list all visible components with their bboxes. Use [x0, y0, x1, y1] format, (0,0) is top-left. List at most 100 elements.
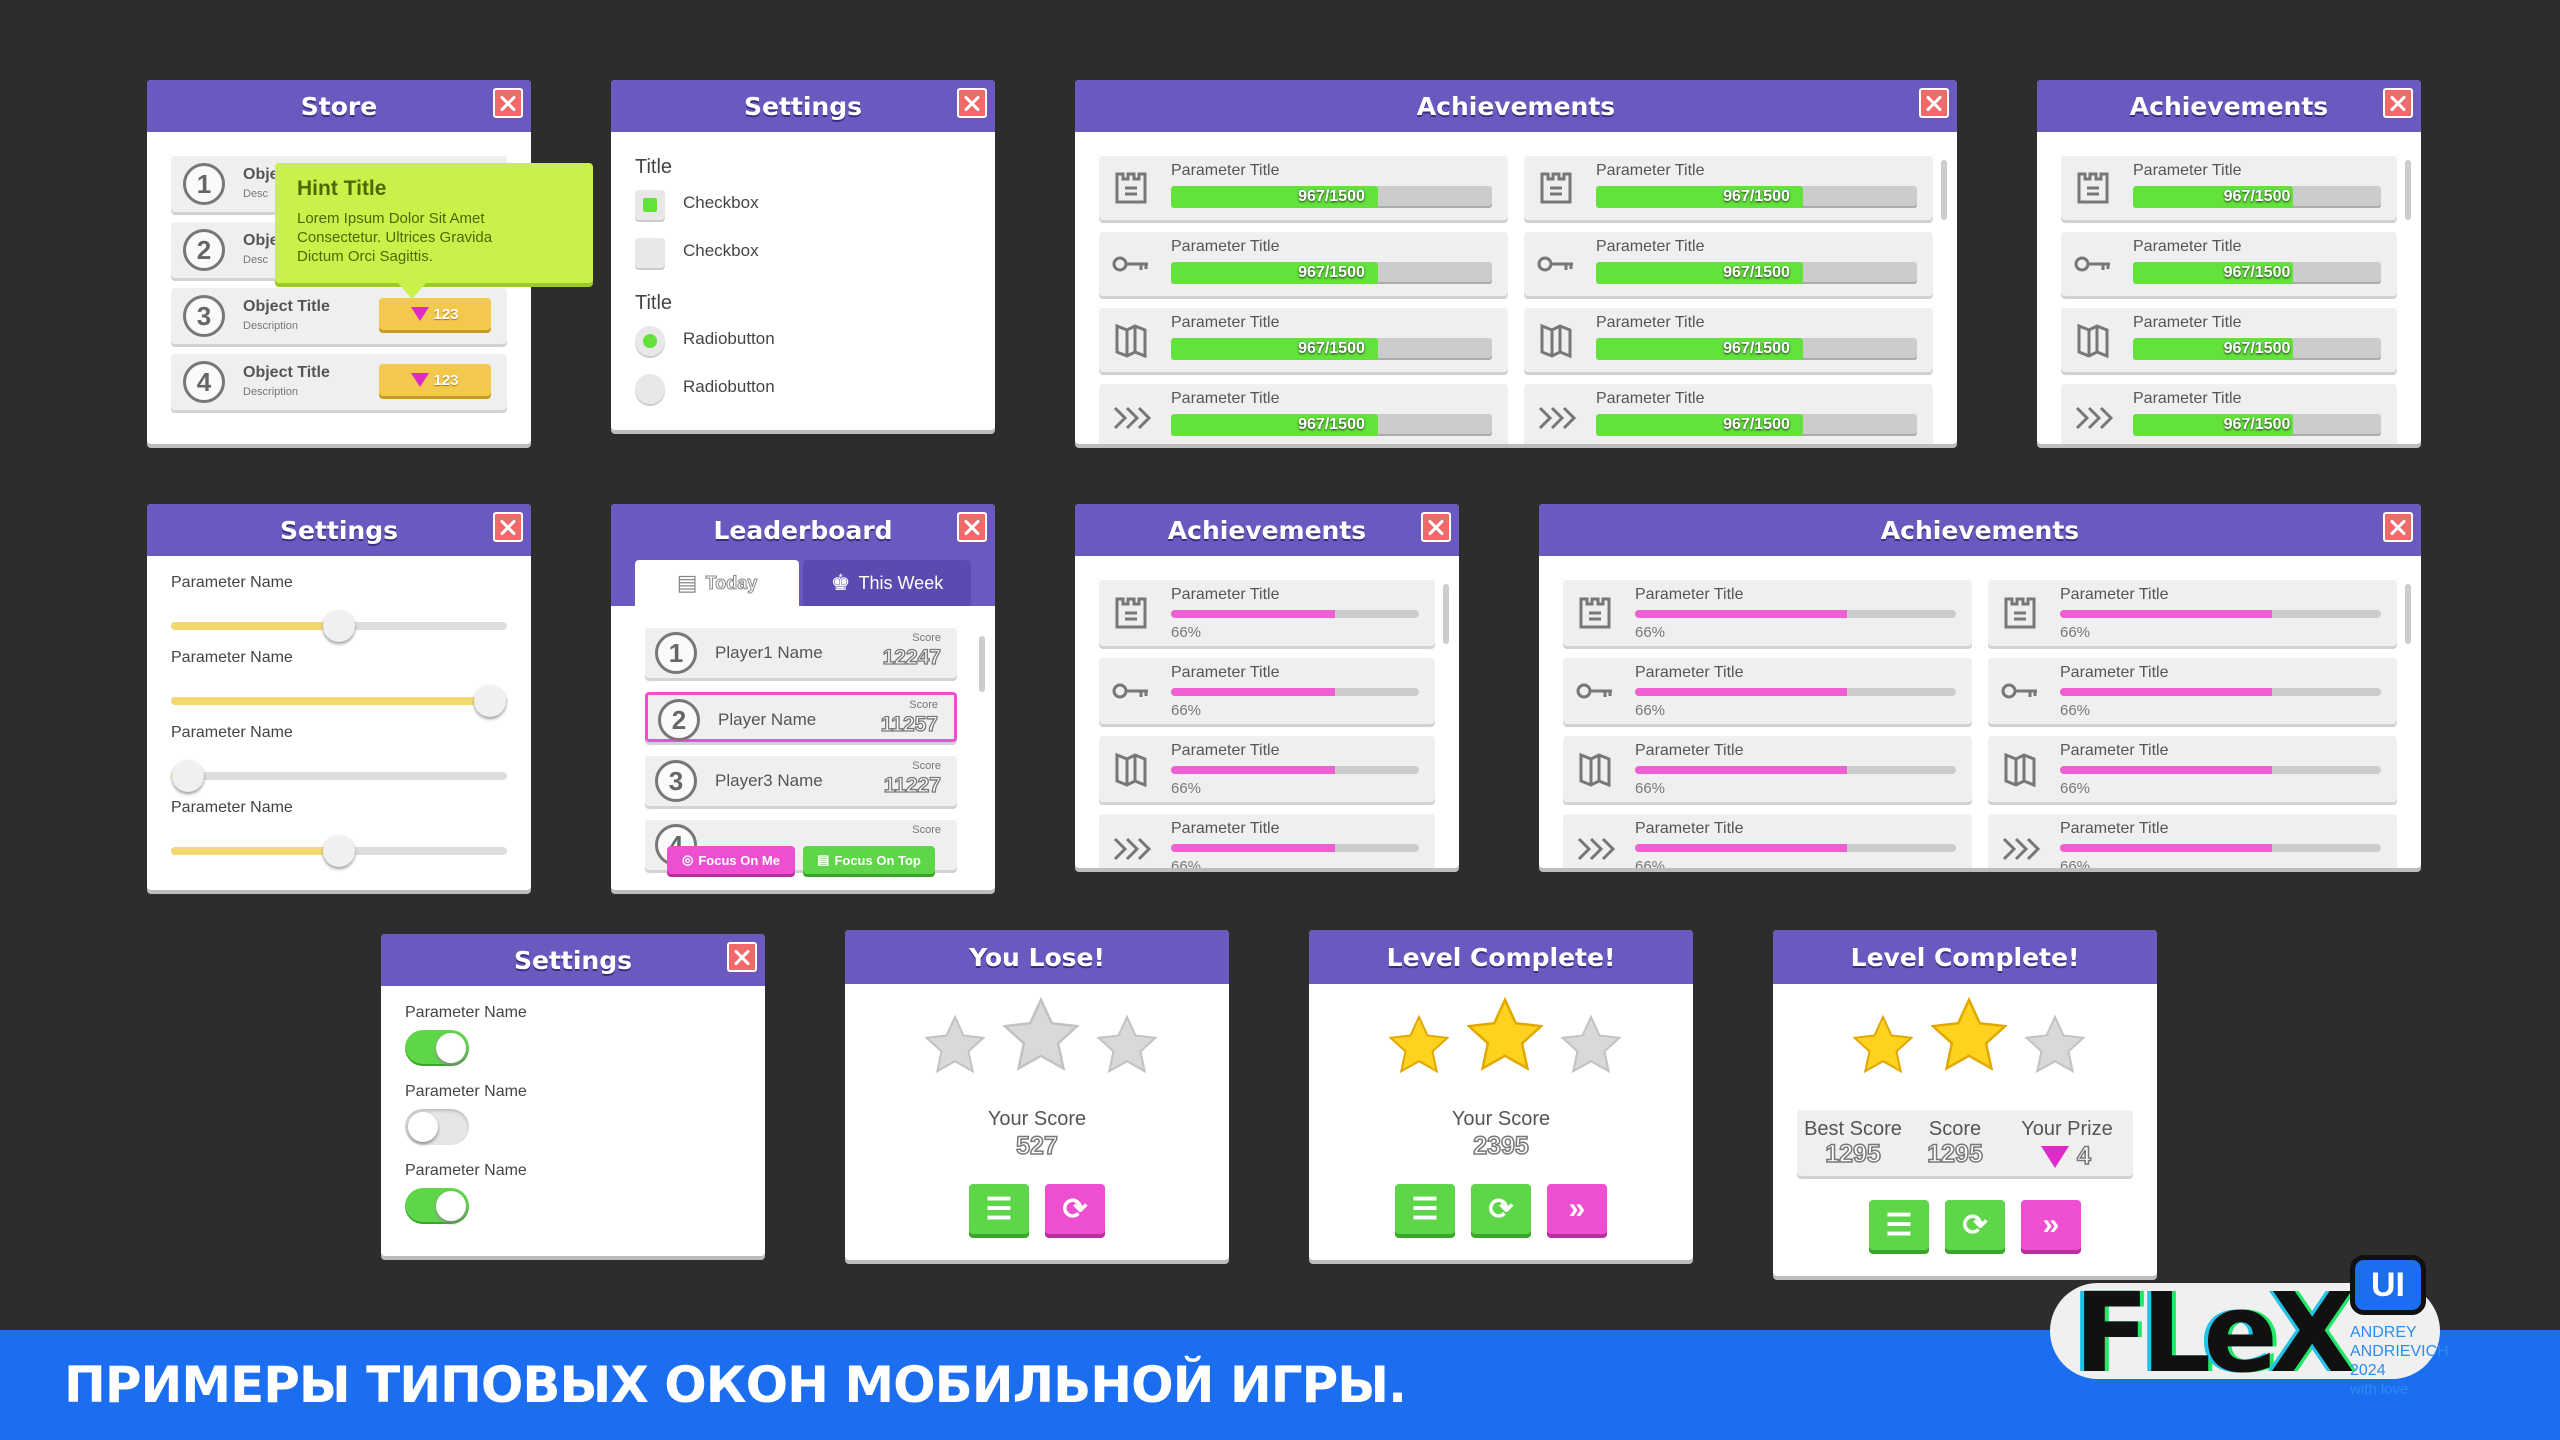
- achievement-card[interactable]: Parameter Title 66%: [1563, 658, 1972, 724]
- menu-button[interactable]: ☰: [1395, 1184, 1455, 1234]
- achievement-card[interactable]: Parameter Title 66%: [1988, 814, 2397, 868]
- restart-button[interactable]: ⟳: [1471, 1184, 1531, 1234]
- achievement-card[interactable]: Parameter Title 967/1500: [1099, 232, 1508, 296]
- scrollbar[interactable]: [1941, 160, 1947, 220]
- close-button[interactable]: [1919, 88, 1949, 118]
- close-button[interactable]: [493, 88, 523, 118]
- focus-on-top-button[interactable]: ▤ Focus On Top: [803, 846, 935, 874]
- slider-fill: [171, 697, 491, 705]
- achievement-card[interactable]: Parameter Title 66%: [1099, 736, 1435, 802]
- score-value: 11257: [880, 712, 939, 736]
- radio-label: Radiobutton: [683, 329, 775, 348]
- restart-button[interactable]: ⟳: [1045, 1184, 1105, 1234]
- leaderboard-row[interactable]: 2 Player Name Score 11257: [645, 692, 957, 742]
- achievement-card[interactable]: Parameter Title 66%: [1988, 580, 2397, 646]
- achievement-title: Parameter Title: [2060, 664, 2169, 681]
- radio-button[interactable]: [635, 326, 665, 356]
- achievements-list[interactable]: Parameter Title 967/1500 Parameter Title 96…: [1075, 132, 1957, 444]
- parameter-slider[interactable]: [171, 760, 507, 792]
- parameter-slider[interactable]: [171, 610, 507, 642]
- close-button[interactable]: [2383, 512, 2413, 542]
- restart-button[interactable]: ⟳: [1945, 1200, 2005, 1250]
- slider-knob[interactable]: [323, 610, 355, 642]
- progress-fill: [1171, 688, 1335, 696]
- achievement-card[interactable]: Parameter Title 66%: [1563, 814, 1972, 868]
- slider-knob[interactable]: [323, 835, 355, 867]
- achievements-list[interactable]: Parameter Title 66% Parameter Title 66% Para…: [1539, 556, 2421, 868]
- buy-button[interactable]: 123: [379, 364, 491, 396]
- achievement-card[interactable]: Parameter Title 967/1500: [1099, 308, 1508, 372]
- achievement-card[interactable]: Parameter Title 967/1500: [2061, 308, 2397, 372]
- achievement-card[interactable]: Parameter Title 967/1500: [1099, 384, 1508, 444]
- next-button[interactable]: »: [2021, 1200, 2081, 1250]
- achievement-card[interactable]: Parameter Title 967/1500: [1099, 156, 1508, 220]
- castle-icon: [1534, 166, 1578, 210]
- item-number: 2: [183, 229, 225, 271]
- buy-button[interactable]: 123: [379, 298, 491, 330]
- close-button[interactable]: [1421, 512, 1451, 542]
- arrows-icon: [1109, 394, 1153, 438]
- achievement-card[interactable]: Parameter Title 967/1500: [1524, 384, 1933, 444]
- achievement-card[interactable]: Parameter Title 66%: [1099, 658, 1435, 724]
- leaderboard-row[interactable]: 1 Player1 Name Score 12247: [645, 628, 957, 678]
- checkbox[interactable]: [635, 190, 665, 220]
- scrollbar[interactable]: [1443, 584, 1449, 644]
- achievements-list[interactable]: Parameter Title 967/1500 Parameter Title 96…: [2037, 132, 2421, 444]
- store-item[interactable]: 3 Object Title Description 123: [171, 288, 507, 344]
- leaderboard-row[interactable]: 3 Player3 Name Score 11227: [645, 756, 957, 806]
- progress-bar: 967/1500: [2133, 338, 2381, 360]
- window-title: Achievements: [1167, 515, 1367, 545]
- achievement-card[interactable]: Parameter Title 66%: [1099, 814, 1435, 868]
- slider-knob[interactable]: [171, 760, 204, 792]
- close-button[interactable]: [727, 942, 757, 972]
- parameter-toggle[interactable]: [405, 1188, 469, 1224]
- achievement-title: Parameter Title: [1171, 820, 1280, 837]
- achievement-card[interactable]: Parameter Title 967/1500: [1524, 308, 1933, 372]
- tab-today[interactable]: ▤ Today: [635, 560, 799, 606]
- store-item[interactable]: 4 Object Title Description 123: [171, 354, 507, 410]
- checkbox[interactable]: [635, 238, 665, 268]
- progress-bar: [1171, 610, 1419, 618]
- close-button[interactable]: [493, 512, 523, 542]
- slider-knob[interactable]: [474, 685, 507, 717]
- achievement-card[interactable]: Parameter Title 967/1500: [2061, 232, 2397, 296]
- menu-button[interactable]: ☰: [1869, 1200, 1929, 1250]
- best-score-value: 1295: [1824, 1139, 1881, 1169]
- settings-window: Settings Parameter Name Parameter Name Par…: [381, 934, 765, 1256]
- item-title: Obje: [243, 232, 279, 249]
- parameter-toggle[interactable]: [405, 1030, 469, 1066]
- achievement-title: Parameter Title: [1171, 742, 1280, 759]
- gem-icon: [2041, 1145, 2069, 1168]
- parameter-slider[interactable]: [171, 685, 507, 717]
- scrollbar[interactable]: [979, 636, 985, 692]
- achievement-card[interactable]: Parameter Title 66%: [1988, 658, 2397, 724]
- rank-number: 2: [658, 699, 700, 741]
- achievement-card[interactable]: Parameter Title 967/1500: [2061, 156, 2397, 220]
- close-button[interactable]: [2383, 88, 2413, 118]
- achievement-card[interactable]: Parameter Title 66%: [1563, 580, 1972, 646]
- progress-bar: 967/1500: [1171, 186, 1492, 208]
- close-button[interactable]: [957, 512, 987, 542]
- tab-this-week[interactable]: ♚ This Week: [803, 560, 971, 606]
- achievement-card[interactable]: Parameter Title 66%: [1988, 736, 2397, 802]
- achievement-card[interactable]: Parameter Title 66%: [1099, 580, 1435, 646]
- radio-button[interactable]: [635, 374, 665, 404]
- achievement-card[interactable]: Parameter Title 967/1500: [1524, 156, 1933, 220]
- scrollbar[interactable]: [2405, 160, 2411, 220]
- achievement-title: Parameter Title: [1596, 162, 1705, 179]
- menu-button[interactable]: ☰: [969, 1184, 1029, 1234]
- scrollbar[interactable]: [2405, 584, 2411, 644]
- toggle-knob: [408, 1112, 438, 1142]
- parameter-slider[interactable]: [171, 835, 507, 867]
- achievement-card[interactable]: Parameter Title 66%: [1563, 736, 1972, 802]
- parameter-label: Parameter Name: [171, 724, 293, 741]
- achievement-card[interactable]: Parameter Title 967/1500: [2061, 384, 2397, 444]
- window-title: Store: [300, 91, 378, 121]
- progress-percent: 66%: [2060, 702, 2091, 719]
- parameter-toggle[interactable]: [405, 1109, 469, 1145]
- focus-on-me-button[interactable]: ◎ Focus On Me: [667, 846, 795, 874]
- achievements-list[interactable]: Parameter Title 66% Parameter Title 66% Para…: [1075, 556, 1459, 868]
- close-button[interactable]: [957, 88, 987, 118]
- next-button[interactable]: »: [1547, 1184, 1607, 1234]
- achievement-card[interactable]: Parameter Title 967/1500: [1524, 232, 1933, 296]
